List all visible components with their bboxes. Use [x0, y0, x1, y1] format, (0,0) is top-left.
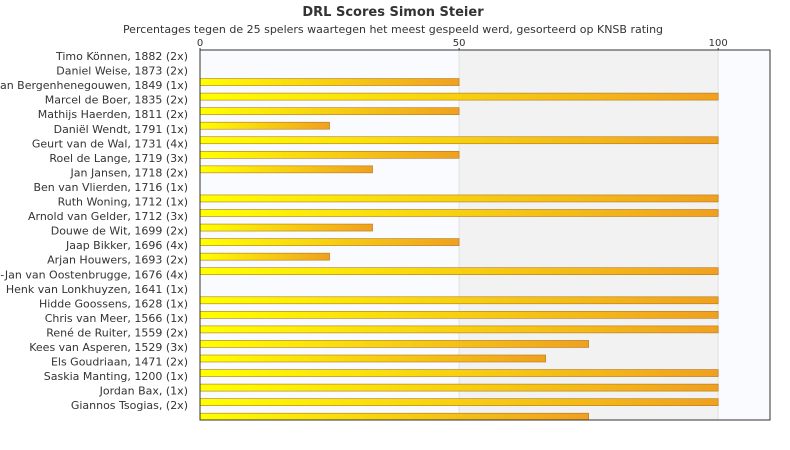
category-label: Kees van Asperen, 1529 (3x) — [29, 341, 188, 354]
bar — [199, 107, 460, 115]
bar — [199, 383, 719, 392]
category-label: Ben van Vlierden, 1716 (1x) — [33, 181, 188, 194]
bar — [199, 78, 460, 86]
bar-series — [199, 78, 719, 421]
category-label: Douwe de Wit, 1699 (2x) — [51, 225, 188, 238]
bar — [199, 209, 719, 217]
category-label: Henk van Lonkhuyzen, 1641 (1x) — [6, 283, 188, 296]
category-label: Pieter van Bergenhenegouwen, 1849 (1x) — [0, 79, 188, 92]
category-label: Geurt van de Wal, 1731 (4x) — [32, 137, 188, 150]
category-label: Saskia Manting, 1200 (1x) — [44, 370, 188, 383]
chart-title: DRL Scores Simon Steier — [302, 5, 484, 20]
category-label: Gert-Jan van Oostenbrugge, 1676 (4x) — [0, 268, 188, 281]
bar — [199, 165, 373, 174]
plot-frame — [199, 49, 771, 421]
category-label: Giannos Tsogias, (2x) — [71, 399, 188, 412]
category-label: Marcel de Boer, 1835 (2x) — [45, 94, 188, 107]
grid-band — [459, 50, 719, 420]
x-tick-label: 50 — [453, 38, 466, 49]
bar — [199, 238, 460, 246]
bar — [199, 369, 719, 377]
category-label: Ruth Woning, 1712 (1x) — [58, 196, 188, 209]
bar — [199, 194, 719, 203]
category-label: Arjan Houwers, 1693 (2x) — [47, 254, 188, 267]
bar — [199, 412, 589, 421]
bar — [199, 267, 719, 276]
chart-subtitle: Percentages tegen de 25 spelers waartege… — [123, 23, 663, 36]
category-label: Arnold van Gelder, 1712 (3x) — [28, 210, 188, 223]
bar — [199, 325, 719, 334]
bar — [199, 92, 719, 101]
grid-band — [718, 50, 770, 420]
category-label: Jan Jansen, 1718 (2x) — [70, 166, 188, 179]
bar — [199, 151, 460, 159]
x-tick-label: 100 — [709, 38, 728, 49]
category-label: Chris van Meer, 1566 (1x) — [45, 312, 188, 325]
category-label: Daniel Weise, 1873 (2x) — [56, 65, 188, 78]
x-tick-label: 0 — [197, 38, 203, 49]
bar — [199, 354, 546, 363]
bar — [199, 296, 719, 305]
x-axis-ticks: 0 50 100 — [197, 38, 728, 50]
bar — [199, 340, 589, 348]
category-label: Timo Können, 1882 (2x) — [55, 50, 188, 63]
category-labels: Timo Können, 1882 (2x) Daniel Weise, 1873… — [0, 50, 188, 412]
category-label: Hidde Goossens, 1628 (1x) — [39, 297, 188, 310]
bar — [199, 223, 373, 232]
category-label: Daniël Wendt, 1791 (1x) — [54, 123, 188, 136]
category-label: Jordan Bax, (1x) — [99, 385, 188, 398]
bar — [199, 121, 330, 130]
bar — [199, 398, 719, 406]
bar — [199, 311, 719, 319]
bar — [199, 136, 719, 145]
category-label: René de Ruiter, 1559 (2x) — [46, 326, 188, 339]
category-label: Mathijs Haerden, 1811 (2x) — [38, 108, 188, 121]
grid-band — [200, 50, 460, 420]
category-label: Els Goudriaan, 1471 (2x) — [51, 356, 188, 369]
plot-background — [200, 50, 770, 420]
category-label: Jaap Bikker, 1696 (4x) — [65, 239, 188, 252]
category-label: Roel de Lange, 1719 (3x) — [49, 152, 188, 165]
bar — [199, 252, 330, 261]
